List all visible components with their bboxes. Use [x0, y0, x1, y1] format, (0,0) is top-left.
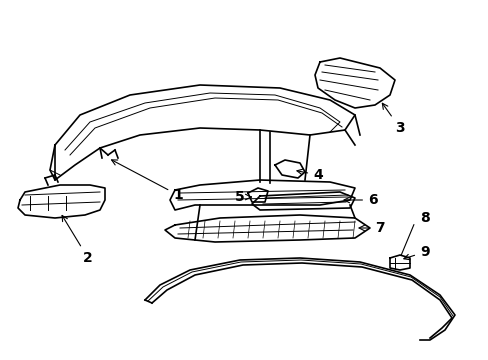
- Text: 5: 5: [235, 190, 251, 204]
- Text: 2: 2: [62, 215, 93, 265]
- Text: 6: 6: [344, 193, 377, 207]
- Text: 9: 9: [403, 245, 429, 260]
- Text: 7: 7: [358, 221, 384, 235]
- Text: 1: 1: [111, 160, 183, 202]
- Text: 4: 4: [296, 168, 322, 182]
- Text: 8: 8: [419, 211, 429, 225]
- Text: 3: 3: [382, 103, 404, 135]
